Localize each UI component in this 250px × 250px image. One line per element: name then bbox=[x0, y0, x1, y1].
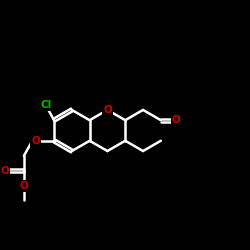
Text: O: O bbox=[31, 136, 40, 146]
Text: O: O bbox=[0, 166, 9, 176]
Text: Cl: Cl bbox=[40, 100, 52, 110]
Text: O: O bbox=[103, 105, 112, 115]
Text: O: O bbox=[20, 181, 28, 191]
Text: O: O bbox=[172, 115, 180, 125]
